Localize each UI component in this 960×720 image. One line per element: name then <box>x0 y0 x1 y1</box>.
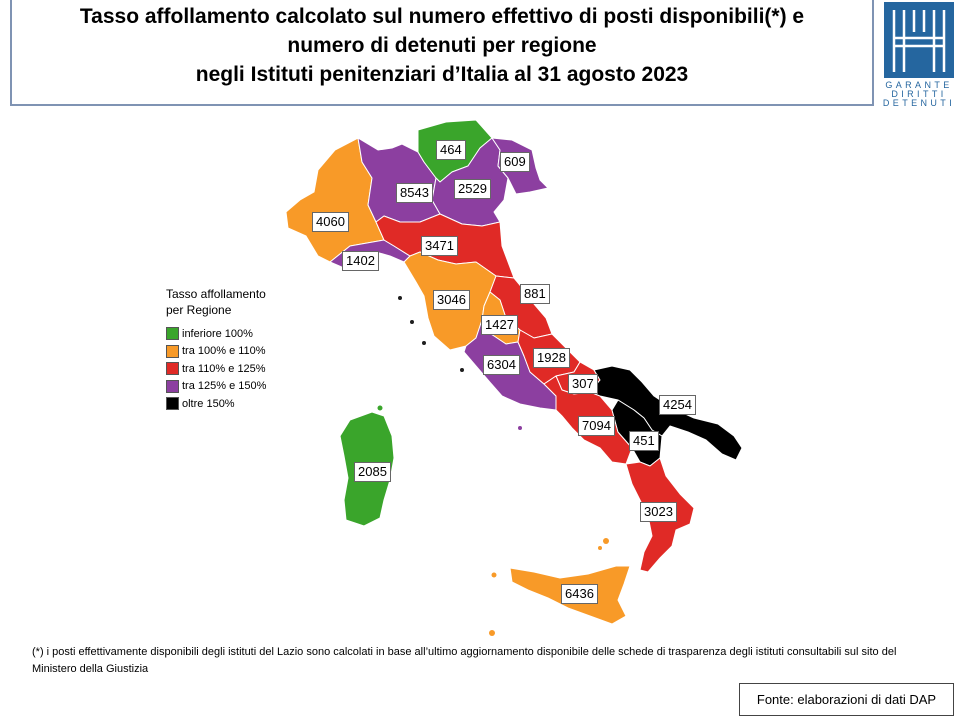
title-line-1: Tasso affollamento calcolato sul numero … <box>79 5 805 28</box>
label-liguria: 1402 <box>342 251 379 271</box>
footnote: (*) i posti effettivamente disponibili d… <box>32 646 897 675</box>
logo-text-1: GARANTE <box>885 80 953 90</box>
label-lombardia: 8543 <box>396 183 433 203</box>
legend-label: tra 125% e 150% <box>182 380 267 393</box>
garante-logo: GARANTE DIRITTI DETENUTI <box>880 2 958 108</box>
label-umbria: 1427 <box>481 315 518 335</box>
source-text: Fonte: elaborazioni di dati DAP <box>756 692 937 707</box>
legend-label: oltre 150% <box>182 397 235 410</box>
legend-label: inferiore 100% <box>182 327 253 340</box>
legend-swatch <box>166 327 179 341</box>
title-box: Tasso affollamento calcolato sul numero … <box>10 0 874 106</box>
legend-item: oltre 150% <box>166 395 316 413</box>
legend-swatch <box>166 344 179 358</box>
label-toscana: 3046 <box>433 290 470 310</box>
label-campania: 7094 <box>578 416 615 436</box>
legend-title-1: Tasso affollamento <box>166 287 266 301</box>
legend-swatch <box>166 379 179 393</box>
map-legend: Tasso affollamento per Regione inferiore… <box>166 286 316 413</box>
label-calabria: 3023 <box>640 502 677 522</box>
legend-item: tra 125% e 150% <box>166 378 316 396</box>
label-basilicata: 451 <box>629 431 659 451</box>
logo-text-2: DIRITTI <box>891 89 947 99</box>
label-puglia: 4254 <box>659 395 696 415</box>
legend-label: tra 100% e 110% <box>182 345 266 358</box>
label-veneto: 2529 <box>454 179 491 199</box>
label-sardegna: 2085 <box>354 462 391 482</box>
label-marche: 881 <box>520 284 550 304</box>
label-piemonte: 4060 <box>312 212 349 232</box>
title-line-3: negli Istituti penitenziari d’Italia al … <box>195 63 689 86</box>
logo-text-3: DETENUTI <box>882 98 956 108</box>
label-emilia: 3471 <box>421 236 458 256</box>
label-molise: 307 <box>568 374 598 394</box>
logo-emblem <box>884 2 954 78</box>
legend-swatch <box>166 397 179 411</box>
legend-item: tra 100% e 110% <box>166 343 316 361</box>
title-line-2: numero di detenuti per regione <box>287 34 597 57</box>
small-islands <box>377 296 609 636</box>
label-friuli: 609 <box>500 152 530 172</box>
source-box: Fonte: elaborazioni di dati DAP <box>739 683 954 716</box>
label-lazio: 6304 <box>483 355 520 375</box>
label-trentino: 464 <box>436 140 466 160</box>
label-abruzzo: 1928 <box>533 348 570 368</box>
legend-swatch <box>166 362 179 376</box>
legend-item: tra 110% e 125% <box>166 360 316 378</box>
legend-title-2: per Regione <box>166 303 232 317</box>
legend-label: tra 110% e 125% <box>182 362 266 375</box>
label-sicilia: 6436 <box>561 584 598 604</box>
legend-item: inferiore 100% <box>166 325 316 343</box>
